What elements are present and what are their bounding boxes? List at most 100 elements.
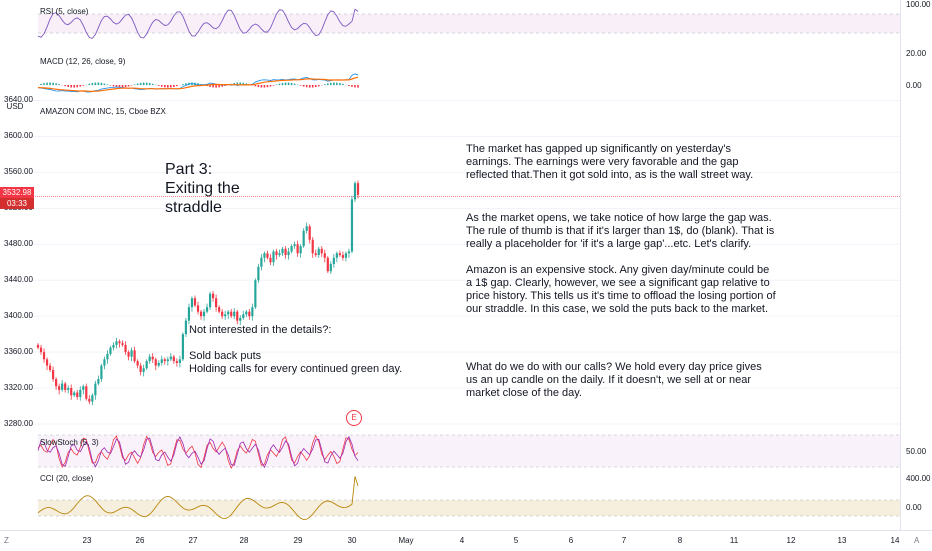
candle-body bbox=[70, 388, 72, 395]
candle-body bbox=[152, 357, 154, 360]
candle-body bbox=[218, 307, 220, 311]
candle-body bbox=[212, 294, 214, 298]
macd-histogram-bar bbox=[76, 85, 78, 87]
macd-histogram-bar bbox=[101, 83, 103, 85]
cci-plot bbox=[0, 470, 932, 530]
note-hold-calls: What do we do with our calls? We hold ev… bbox=[466, 361, 776, 400]
candle-body bbox=[197, 305, 199, 311]
candle-body bbox=[85, 386, 87, 399]
stoch-label: SlowStoch (5, 3) bbox=[40, 438, 99, 447]
macd-histogram-bar bbox=[140, 83, 142, 85]
macd-histogram-bar bbox=[176, 85, 178, 86]
macd-histogram-bar bbox=[354, 85, 356, 87]
bar-countdown: 03:33 bbox=[0, 198, 34, 209]
macd-histogram-bar bbox=[327, 83, 329, 85]
candle-body bbox=[149, 357, 151, 361]
macd-histogram-bar bbox=[279, 84, 281, 85]
macd-histogram-bar bbox=[125, 85, 127, 87]
macd-histogram-bar bbox=[255, 85, 257, 86]
macd-histogram-bar bbox=[276, 85, 278, 86]
candle-body bbox=[109, 348, 111, 354]
candle-body bbox=[161, 359, 163, 363]
candle-body bbox=[100, 366, 102, 379]
note-gap-up: The market has gapped up significantly o… bbox=[466, 143, 776, 182]
macd-histogram-bar bbox=[128, 85, 130, 86]
earnings-marker[interactable]: E bbox=[346, 410, 362, 426]
rsi-label: RSI (5, close) bbox=[40, 7, 88, 16]
time-tick: 30 bbox=[348, 536, 357, 545]
candle-body bbox=[251, 307, 253, 316]
candle-body bbox=[297, 244, 299, 253]
candle-body bbox=[73, 393, 75, 396]
candle-body bbox=[209, 294, 211, 307]
time-tick: 6 bbox=[569, 536, 573, 545]
candle-body bbox=[140, 366, 142, 372]
price-tick: 3480.00 bbox=[4, 239, 33, 248]
candle-body bbox=[330, 264, 332, 271]
summary-note: Not interested in the details?: Sold bac… bbox=[189, 324, 429, 376]
time-tick: 11 bbox=[730, 536, 738, 545]
macd-histogram-bar bbox=[357, 85, 359, 88]
macd-histogram-bar bbox=[303, 85, 305, 87]
macd-pane: MACD (12, 26, close, 9) 20.00 0.00 bbox=[0, 46, 932, 96]
macd-histogram-bar bbox=[167, 85, 169, 88]
price-tick: 3440.00 bbox=[4, 275, 33, 284]
candle-body bbox=[76, 393, 78, 397]
candle-body bbox=[164, 359, 166, 361]
candle-body bbox=[179, 359, 181, 363]
macd-histogram-bar bbox=[215, 85, 217, 88]
macd-histogram-bar bbox=[137, 84, 139, 86]
cci-tick-400: 400.00 bbox=[906, 474, 930, 483]
symbol-label: AMAZON COM INC, 15, Cboe BZX bbox=[40, 107, 166, 116]
candle-body bbox=[239, 318, 241, 321]
time-tick: 13 bbox=[838, 536, 847, 545]
macd-histogram-bar bbox=[70, 85, 72, 87]
candle-body bbox=[203, 312, 205, 316]
macd-histogram-bar bbox=[164, 85, 166, 87]
candle-body bbox=[46, 359, 48, 365]
rsi-pane: RSI (5, close) 100.00 bbox=[0, 0, 932, 45]
candle-body bbox=[143, 368, 145, 372]
stoch-pane: SlowStoch (5, 3) 50.00 bbox=[0, 433, 932, 469]
candle-body bbox=[106, 354, 108, 359]
macd-tick-0: 0.00 bbox=[906, 81, 922, 90]
macd-histogram-bar bbox=[158, 85, 160, 86]
cci-label: CCI (20, close) bbox=[40, 474, 93, 483]
candle-body bbox=[242, 314, 244, 318]
candle-body bbox=[127, 352, 129, 356]
price-tick: 3640.00 bbox=[4, 95, 33, 104]
candle-body bbox=[318, 249, 320, 255]
macd-histogram-bar bbox=[113, 85, 115, 86]
candle-body bbox=[266, 253, 268, 257]
candle-body bbox=[248, 312, 250, 316]
candle-body bbox=[97, 379, 99, 383]
macd-histogram-bar bbox=[348, 85, 350, 86]
time-tick: 27 bbox=[189, 536, 198, 545]
candle-body bbox=[188, 307, 190, 320]
candle-body bbox=[336, 253, 338, 257]
macd-histogram-bar bbox=[182, 84, 184, 85]
time-tick: 12 bbox=[787, 536, 796, 545]
timezone-corner[interactable]: Z bbox=[4, 536, 9, 545]
candle-body bbox=[170, 357, 172, 360]
macd-histogram-bar bbox=[55, 83, 57, 85]
macd-histogram-bar bbox=[342, 84, 344, 85]
candle-body bbox=[281, 249, 283, 253]
auto-scale-corner[interactable]: A bbox=[914, 536, 919, 545]
macd-histogram-bar bbox=[92, 83, 94, 85]
macd-histogram-bar bbox=[173, 85, 175, 87]
macd-histogram-bar bbox=[40, 84, 42, 85]
candle-body bbox=[176, 361, 178, 363]
price-tick: 3400.00 bbox=[4, 311, 33, 320]
macd-histogram-bar bbox=[306, 85, 308, 87]
candle-body bbox=[351, 199, 353, 251]
macd-histogram-bar bbox=[282, 83, 284, 85]
candle-body bbox=[121, 343, 123, 345]
candle-body bbox=[342, 255, 344, 258]
candle-body bbox=[134, 350, 136, 361]
candle-body bbox=[236, 312, 238, 321]
candle-body bbox=[64, 384, 66, 390]
macd-histogram-bar bbox=[73, 85, 75, 88]
last-price-badge: 3532.98 bbox=[0, 187, 34, 198]
part-title: Part 3: Exiting the straddle bbox=[165, 160, 240, 217]
